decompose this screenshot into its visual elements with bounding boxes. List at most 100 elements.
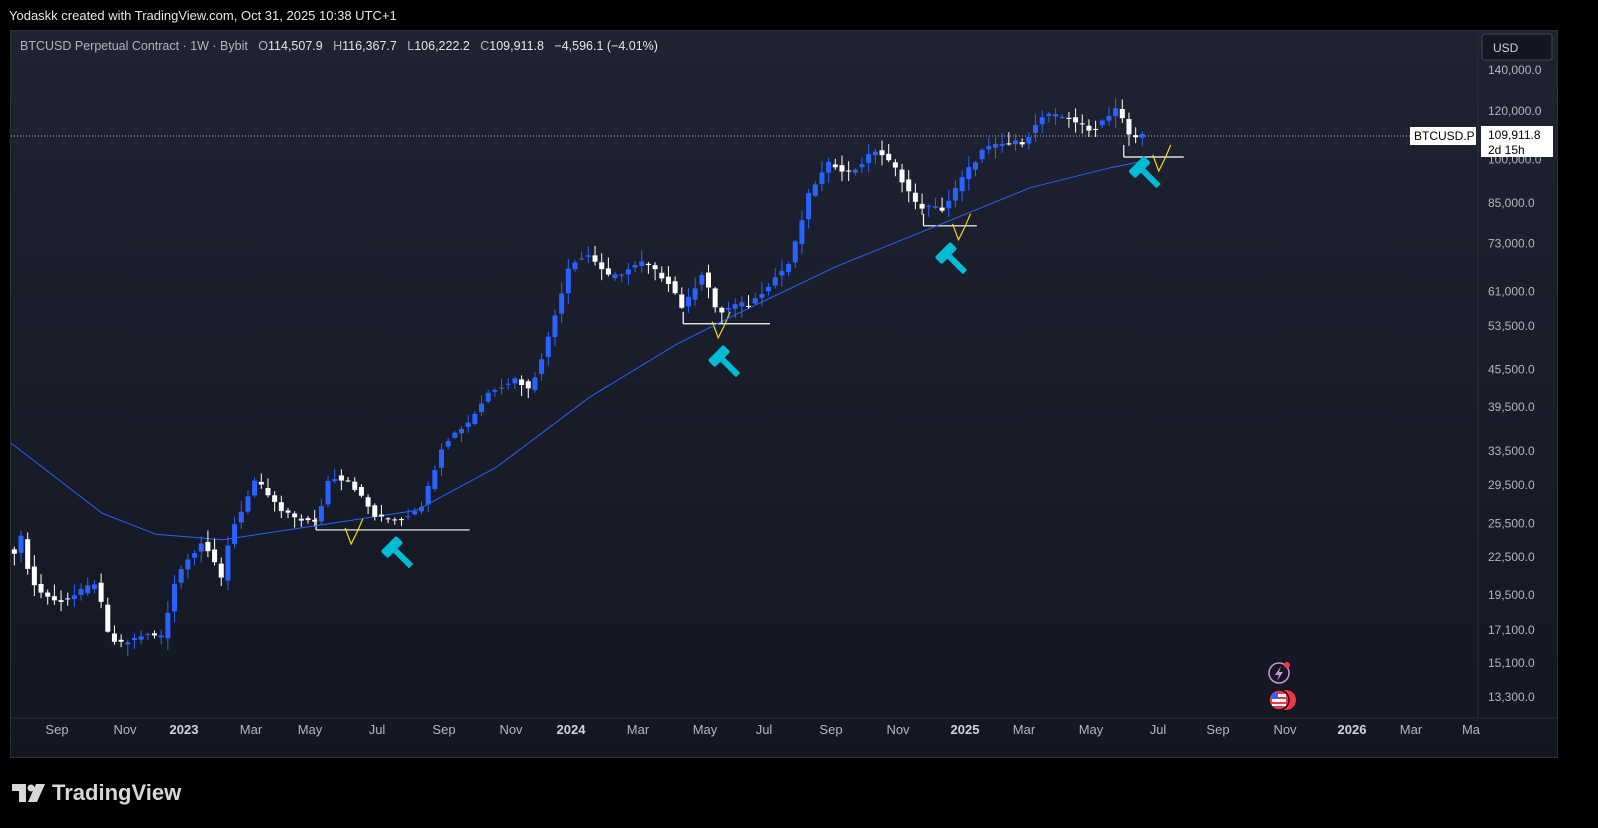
candle[interactable] (492, 388, 498, 397)
candle[interactable] (305, 515, 311, 524)
candle[interactable] (625, 263, 631, 285)
candle[interactable] (418, 501, 424, 515)
candle[interactable] (859, 156, 865, 173)
candle[interactable] (672, 276, 678, 295)
candle[interactable] (1046, 112, 1052, 123)
candle[interactable] (452, 431, 458, 440)
candle[interactable] (579, 251, 585, 261)
candle[interactable] (532, 372, 538, 393)
candle[interactable] (91, 579, 97, 594)
candle[interactable] (832, 158, 838, 170)
candle[interactable] (412, 507, 418, 516)
chart-panel[interactable] (10, 30, 1558, 758)
candle[interactable] (1026, 132, 1032, 150)
candle[interactable] (125, 639, 131, 656)
candle[interactable] (38, 574, 44, 599)
candle[interactable] (465, 415, 471, 433)
candle[interactable] (1079, 114, 1085, 134)
candle[interactable] (892, 159, 898, 177)
lightning-event-icon[interactable] (1268, 662, 1290, 684)
candle[interactable] (378, 504, 384, 522)
candle[interactable] (1033, 114, 1039, 142)
candle[interactable] (679, 287, 685, 310)
candle[interactable] (432, 465, 438, 492)
candle[interactable] (479, 395, 485, 417)
candle[interactable] (739, 296, 745, 318)
candle[interactable] (732, 298, 738, 319)
candle[interactable] (1126, 112, 1132, 146)
candle[interactable] (619, 272, 625, 283)
candle[interactable] (899, 163, 905, 193)
support-level-line[interactable] (1123, 144, 1184, 173)
candle[interactable] (338, 469, 344, 491)
us-flag-event-icon[interactable] (1268, 689, 1296, 711)
candle[interactable] (178, 565, 184, 589)
candle[interactable] (525, 379, 531, 399)
candle[interactable] (699, 271, 705, 291)
candle[interactable] (212, 538, 218, 566)
candle[interactable] (111, 625, 117, 645)
candle[interactable] (345, 477, 351, 483)
candle[interactable] (986, 137, 992, 154)
candle[interactable] (806, 188, 812, 229)
candle[interactable] (1086, 119, 1092, 137)
candle[interactable] (358, 484, 364, 498)
candle[interactable] (131, 633, 137, 649)
candle[interactable] (398, 517, 404, 526)
candle[interactable] (272, 491, 278, 512)
candle[interactable] (1106, 107, 1112, 126)
candle[interactable] (979, 147, 985, 163)
candle[interactable] (826, 157, 832, 183)
candle[interactable] (866, 144, 872, 173)
candle[interactable] (1013, 133, 1019, 151)
candle[interactable] (652, 262, 658, 281)
candle[interactable] (719, 306, 725, 325)
candle[interactable] (332, 468, 338, 484)
candle[interactable] (405, 508, 411, 520)
candle[interactable] (766, 282, 772, 296)
candle[interactable] (118, 634, 124, 648)
candle[interactable] (779, 259, 785, 287)
candle[interactable] (505, 378, 511, 390)
candle[interactable] (218, 557, 224, 587)
candle[interactable] (152, 630, 158, 639)
candle[interactable] (906, 170, 912, 203)
candle[interactable] (1113, 98, 1119, 128)
candle[interactable] (772, 268, 778, 289)
candle[interactable] (659, 266, 665, 282)
candle[interactable] (158, 629, 164, 645)
candle[interactable] (392, 517, 398, 525)
candle[interactable] (1019, 138, 1025, 148)
candle[interactable] (752, 292, 758, 305)
candle[interactable] (165, 601, 171, 650)
candle[interactable] (232, 516, 238, 549)
candle[interactable] (512, 376, 518, 390)
candle[interactable] (138, 630, 144, 644)
candle[interactable] (812, 181, 818, 198)
candle[interactable] (786, 261, 792, 277)
candle[interactable] (886, 143, 892, 163)
candle[interactable] (846, 161, 852, 182)
candle[interactable] (645, 261, 651, 274)
candle[interactable] (499, 378, 505, 395)
candle[interactable] (71, 584, 77, 608)
hammer-icon[interactable] (1128, 156, 1166, 194)
candle[interactable] (1093, 120, 1099, 137)
candle[interactable] (425, 481, 431, 512)
candle[interactable] (198, 536, 204, 563)
hammer-icon[interactable] (935, 242, 973, 280)
candle[interactable] (839, 155, 845, 182)
candle[interactable] (1006, 132, 1012, 146)
candle[interactable] (285, 507, 291, 519)
candle[interactable] (172, 575, 178, 623)
candle[interactable] (852, 168, 858, 176)
candle[interactable] (145, 632, 151, 640)
candle[interactable] (11, 546, 17, 566)
support-level-line[interactable] (922, 213, 977, 242)
candle[interactable] (592, 245, 598, 266)
candle[interactable] (439, 443, 445, 477)
candle[interactable] (1133, 127, 1139, 144)
candle[interactable] (318, 499, 324, 525)
candle[interactable] (1039, 110, 1045, 134)
